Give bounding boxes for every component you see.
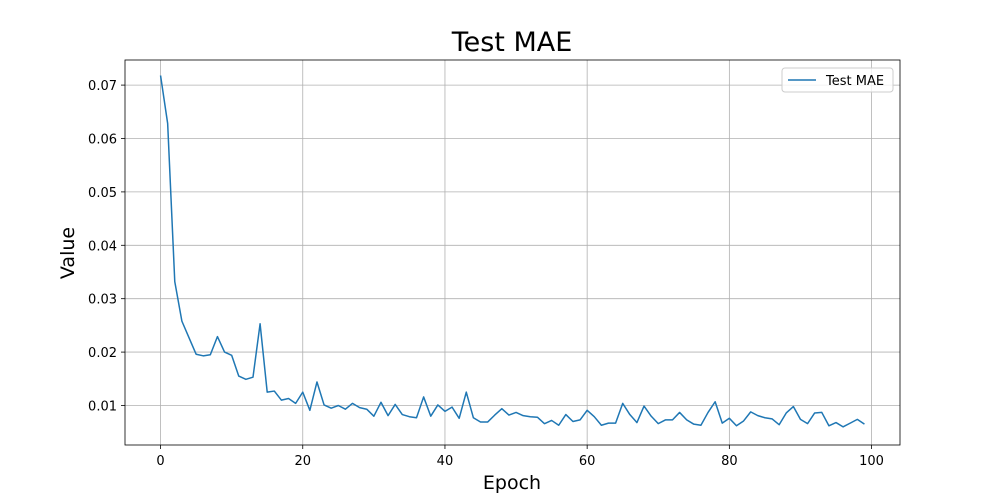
y-tick-label: 0.05 (88, 186, 117, 201)
y-tick-label: 0.07 (88, 79, 117, 94)
axis-ticks: 0 20 40 60 80 100 0.01 0.02 0.03 0.04 0.05 0.06 0.07 (88, 79, 884, 469)
x-tick-label: 40 (437, 454, 454, 469)
x-tick-label: 20 (294, 454, 311, 469)
y-axis-title: Value (57, 227, 79, 279)
legend: Test MAE (781, 67, 894, 93)
x-axis-title: Epoch (483, 472, 541, 494)
y-tick-label: 0.06 (88, 132, 117, 147)
x-tick-label: 0 (156, 454, 164, 469)
x-tick-label: 60 (579, 454, 596, 469)
series-lines (159, 75, 865, 428)
y-tick-label: 0.04 (88, 239, 117, 254)
plot-frame (124, 59, 901, 446)
grid (125, 60, 900, 445)
legend-label: Test MAE (825, 74, 884, 89)
x-tick-label: 100 (859, 454, 884, 469)
y-tick-label: 0.03 (88, 293, 117, 308)
chart-title: Test MAE (451, 27, 573, 58)
x-tick-label: 80 (721, 454, 738, 469)
series-line-test-mae (159, 75, 865, 428)
legend-box (781, 67, 894, 93)
y-tick-label: 0.01 (88, 399, 117, 414)
y-tick-label: 0.02 (88, 346, 117, 361)
